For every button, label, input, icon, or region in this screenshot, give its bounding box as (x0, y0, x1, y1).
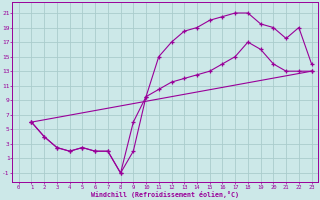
X-axis label: Windchill (Refroidissement éolien,°C): Windchill (Refroidissement éolien,°C) (91, 191, 239, 198)
